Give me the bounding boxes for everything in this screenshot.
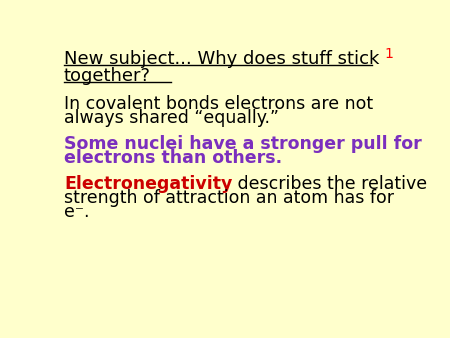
Text: describes the relative: describes the relative xyxy=(232,175,428,193)
Text: strength of attraction an atom has for: strength of attraction an atom has for xyxy=(64,189,394,207)
Text: Electronegativity: Electronegativity xyxy=(64,175,232,193)
Text: 1: 1 xyxy=(384,47,393,61)
Text: together?: together? xyxy=(64,67,151,85)
Text: Some nuclei have a stronger pull for: Some nuclei have a stronger pull for xyxy=(64,135,422,153)
Text: always shared “equally.”: always shared “equally.” xyxy=(64,109,279,127)
Text: electrons than others.: electrons than others. xyxy=(64,149,282,167)
Text: e⁻.: e⁻. xyxy=(64,203,90,221)
Text: New subject... Why does stuff stick: New subject... Why does stuff stick xyxy=(64,50,379,68)
Text: In covalent bonds electrons are not: In covalent bonds electrons are not xyxy=(64,95,373,113)
